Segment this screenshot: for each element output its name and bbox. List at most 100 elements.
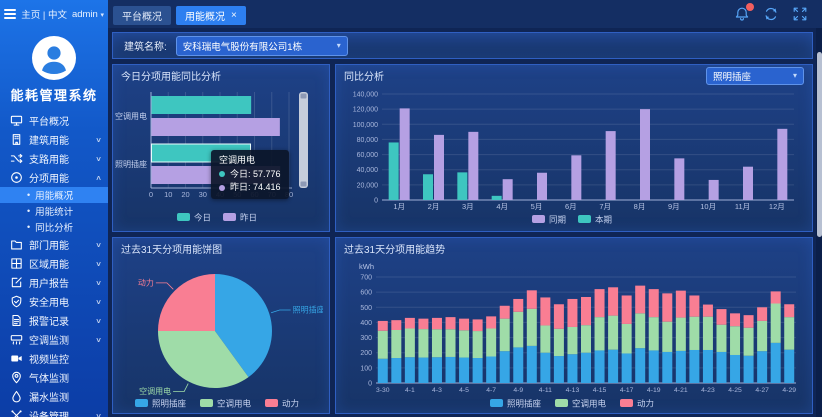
refresh-icon[interactable] <box>763 6 779 22</box>
svg-text:10: 10 <box>164 190 172 199</box>
panel-yoy-analysis: 同比分析 照明插座 ▾ 0 20,000 40,000 60,000 80,000 100… <box>335 64 813 232</box>
svg-text:同期: 同期 <box>549 215 566 225</box>
svg-text:60,000: 60,000 <box>357 152 379 159</box>
chart-legend[interactable]: 照明插座 空调用电 动力 <box>490 399 654 409</box>
chevron-down-icon: ∨ <box>95 298 102 306</box>
svg-text:4-15: 4-15 <box>593 387 607 394</box>
sidebar-item-6[interactable]: 区域用能 ∨ <box>0 254 108 273</box>
svg-text:120,000: 120,000 <box>353 107 378 114</box>
building-filter-bar: 建筑名称: 安科瑞电气股份有限公司1栋 ▾ <box>112 32 813 59</box>
panel-trend-31d: 过去31天分项用能趋势 kWh 0 100 200 300 400 500 600 700 3-3… <box>335 237 813 414</box>
home-language-link[interactable]: 主页 | 中文 <box>21 10 67 21</box>
svg-text:8月: 8月 <box>634 202 646 211</box>
svg-text:0: 0 <box>374 198 378 205</box>
panel-pie-31d: 过去31天分项用能饼图 照明插座 空调用电 动力 照明插座 空调用电 动力 <box>112 237 330 414</box>
app-title: 能耗管理系统 <box>10 88 98 103</box>
hamburger-icon[interactable] <box>4 9 17 19</box>
svg-text:4-17: 4-17 <box>620 387 634 394</box>
svg-text:动力: 动力 <box>138 277 154 287</box>
sidebar-item-11[interactable]: 视频监控 <box>0 349 108 368</box>
sidebar-item-label: 设备管理 <box>29 408 90 417</box>
svg-text:7月: 7月 <box>599 202 611 211</box>
chevron-down-icon: ▾ <box>792 71 797 80</box>
svg-text:4-7: 4-7 <box>486 387 496 394</box>
sidebar-item-14[interactable]: 设备管理 ∨ <box>0 406 108 417</box>
sidebar-item-label: 视频监控 <box>29 355 69 366</box>
pie-slice-照明插座 <box>215 274 272 378</box>
svg-text:空调用电: 空调用电 <box>572 399 607 409</box>
panel-title: 过去31天分项用能饼图 <box>121 245 223 256</box>
svg-text:4-5: 4-5 <box>459 387 469 394</box>
svg-text:500: 500 <box>360 305 372 312</box>
chevron-down-icon: ∨ <box>95 260 102 268</box>
monitor-icon <box>10 114 23 127</box>
panel-daily-comparison: 今日分项用能同比分析 0 10 20 30 40 50 60 70 80 空调用电 照明插座 今日 昨日… <box>112 64 330 232</box>
edit-icon <box>10 276 23 289</box>
svg-text:4-13: 4-13 <box>566 387 580 394</box>
svg-text:400: 400 <box>360 320 372 327</box>
svg-text:照明插座: 照明插座 <box>507 399 542 409</box>
svg-text:1月: 1月 <box>393 202 405 211</box>
chevron-down-icon: ∨ <box>95 279 102 287</box>
bullet-icon: • <box>27 222 31 232</box>
grid-icon <box>10 257 23 270</box>
sidebar-item-7[interactable]: 用户报告 ∨ <box>0 273 108 292</box>
sidebar-item-10[interactable]: 空调监测 ∨ <box>0 330 108 349</box>
panel-title: 今日分项用能同比分析 <box>121 72 221 83</box>
sidebar-item-2[interactable]: 建筑用能 ∨ <box>0 130 108 149</box>
sidebar-subitem-用能统计[interactable]: • 用能统计 <box>0 203 108 219</box>
tab-2[interactable]: 用能概况 × <box>176 6 246 25</box>
sidebar-item-label: 漏水监测 <box>29 393 69 404</box>
chevron-down-icon: ∨ <box>95 412 102 417</box>
svg-text:140,000: 140,000 <box>353 92 378 99</box>
camera-icon <box>10 352 23 365</box>
bullet-icon: • <box>27 206 31 216</box>
sidebar-item-label: 用户报告 <box>29 279 69 290</box>
sidebar-item-4[interactable]: 分项用能 ∧ <box>0 168 108 187</box>
svg-text:100: 100 <box>360 365 372 372</box>
svg-text:9月: 9月 <box>668 202 680 211</box>
svg-text:30: 30 <box>199 190 207 199</box>
svg-text:40: 40 <box>216 190 224 199</box>
chart-legend[interactable]: 今日 昨日 <box>177 213 257 223</box>
sidebar-top: 主页 | 中文 admin ▾ <box>0 0 108 28</box>
sidebar-item-5[interactable]: 部门用能 ∨ <box>0 235 108 254</box>
bell-icon[interactable] <box>734 3 754 22</box>
sidebar-item-9[interactable]: 报警记录 ∨ <box>0 311 108 330</box>
sidebar-item-1[interactable]: 平台概况 <box>0 111 108 130</box>
sidebar-item-13[interactable]: 漏水监测 <box>0 387 108 406</box>
category-select[interactable]: 照明插座 ▾ <box>706 66 804 85</box>
building-select[interactable]: 安科瑞电气股份有限公司1栋 ▾ <box>175 35 348 56</box>
svg-text:4-3: 4-3 <box>432 387 442 394</box>
svg-text:照明插座: 照明插座 <box>115 159 147 169</box>
datazoom-slider[interactable] <box>299 92 308 188</box>
sidebar: 主页 | 中文 admin ▾ 能耗管理系统 平台概况 建筑用能 ∨ 支路用能 ∨ 分项用… <box>0 0 108 417</box>
sidebar-item-8[interactable]: 安全用电 ∨ <box>0 292 108 311</box>
panel-title: 同比分析 <box>344 72 384 83</box>
sidebar-subitem-同比分析[interactable]: • 同比分析 <box>0 219 108 235</box>
fullscreen-icon[interactable] <box>792 6 808 22</box>
sidebar-item-12[interactable]: 气体监测 <box>0 368 108 387</box>
caret-down-icon: ▾ <box>100 11 104 19</box>
pie-slice-空调用电 <box>158 331 249 388</box>
building-icon <box>10 133 23 146</box>
folder-icon <box>10 238 23 251</box>
notification-badge <box>746 3 754 11</box>
user-menu[interactable]: admin ▾ <box>72 9 104 20</box>
chart-legend[interactable]: 照明插座 空调用电 动力 <box>135 399 299 409</box>
sidebar-item-3[interactable]: 支路用能 ∨ <box>0 149 108 168</box>
dashboard-grid: 今日分项用能同比分析 0 10 20 30 40 50 60 70 80 空调用电 照明插座 今日 昨日… <box>112 64 813 414</box>
page-scrollbar[interactable] <box>816 28 822 417</box>
scrollbar-thumb[interactable] <box>816 52 822 237</box>
chart-legend[interactable]: 同期 本期 <box>532 215 612 225</box>
sidebar-subitem-用能概况[interactable]: • 用能概况 <box>0 187 108 203</box>
svg-text:4-29: 4-29 <box>782 387 796 394</box>
building-name-label: 建筑名称: <box>124 42 167 53</box>
close-icon[interactable]: × <box>231 10 237 21</box>
avatar <box>31 35 77 81</box>
svg-text:4-9: 4-9 <box>513 387 523 394</box>
svg-text:动力: 动力 <box>282 399 299 409</box>
document-icon <box>10 314 23 327</box>
tab-1[interactable]: 平台概况 <box>113 6 171 25</box>
